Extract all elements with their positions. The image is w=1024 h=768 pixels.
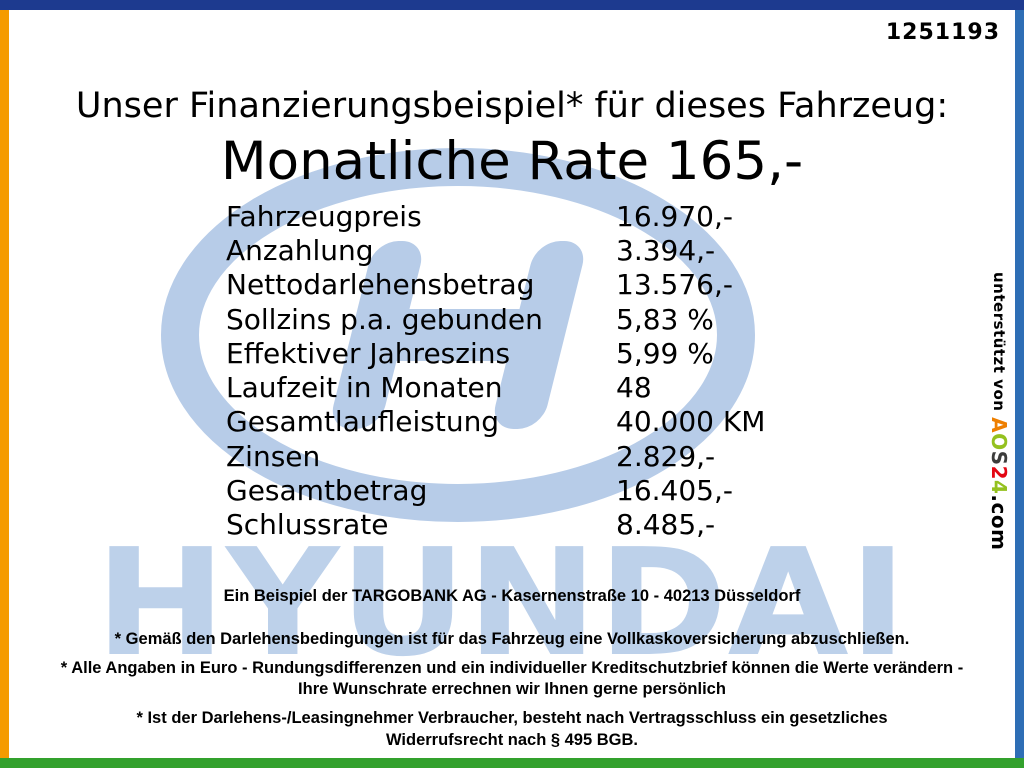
financing-row: Gesamtlaufleistung 40.000 KM: [226, 405, 765, 439]
financing-row-label: Anzahlung: [226, 233, 374, 267]
aos24-letter: 2: [987, 465, 1011, 480]
financing-row-label: Laufzeit in Monaten: [226, 371, 503, 405]
frame-border-right: [1015, 10, 1024, 758]
footnote-rounding: * Alle Angaben in Euro - Rundungsdiffere…: [60, 658, 964, 699]
financing-row: Nettodarlehensbetrag 13.576,-: [226, 268, 765, 302]
frame-border-bottom: [0, 758, 1024, 768]
page-title: Unser Finanzierungsbeispiel* für dieses …: [75, 86, 949, 126]
financing-row-label: Gesamtlaufleistung: [226, 405, 500, 439]
monthly-rate-headline: Monatliche Rate 165,-: [220, 131, 804, 192]
financing-row-value: 3.394,-: [616, 233, 716, 267]
financing-row-label: Fahrzeugpreis: [226, 199, 422, 233]
footnote-insurance: * Gemäß den Darlehensbedingungen ist für…: [114, 629, 910, 648]
financing-row: Zinsen 2.829,-: [226, 439, 765, 473]
financing-row-value: 5,83 %: [616, 302, 714, 336]
bank-example-line: Ein Beispiel der TARGOBANK AG - Kasernen…: [223, 587, 801, 605]
frame-border-top: [0, 0, 1024, 10]
financing-row-label: Nettodarlehensbetrag: [226, 268, 535, 302]
financing-row: Laufzeit in Monaten 48: [226, 370, 765, 404]
financing-row: Schlussrate 8.485,-: [226, 508, 765, 542]
supported-by-sidebar: unterstützt von AOS24.com: [987, 272, 1011, 550]
financing-row-value: 13.576,-: [616, 268, 733, 302]
financing-row-value: 40.000 KM: [616, 405, 766, 439]
financing-row-value: 2.829,-: [616, 439, 716, 473]
financing-row-value: 16.405,-: [616, 474, 733, 508]
financing-row: Gesamtbetrag 16.405,-: [226, 473, 765, 507]
aos24-domain-suffix: .com: [987, 494, 1011, 551]
aos24-letter: A: [987, 417, 1011, 434]
financing-row-label: Sollzins p.a. gebunden: [226, 302, 543, 336]
financing-row-label: Gesamtbetrag: [226, 474, 428, 508]
footnote-withdrawal: * Ist der Darlehens-/Leasingnehmer Verbr…: [136, 709, 888, 749]
financing-row: Anzahlung 3.394,-: [226, 233, 765, 267]
supported-by-label: unterstützt von: [990, 272, 1008, 418]
financing-row-label: Zinsen: [226, 439, 321, 473]
offer-id-number: 1251193: [885, 20, 1000, 45]
aos24-logo-text: AOS24: [987, 417, 1011, 494]
financing-row: Effektiver Jahreszins 5,99 %: [226, 336, 765, 370]
financing-row-value: 8.485,-: [616, 508, 716, 542]
footer: Ein Beispiel der TARGOBANK AG - Kasernen…: [30, 586, 994, 759]
financing-row: Fahrzeugpreis 16.970,-: [226, 199, 765, 233]
aos24-letter: O: [987, 433, 1011, 451]
financing-row-value: 48: [616, 371, 652, 405]
aos24-letter: S: [987, 450, 1011, 466]
financing-row-label: Schlussrate: [226, 508, 389, 542]
aos24-letter: 4: [987, 479, 1011, 495]
financing-table: Fahrzeugpreis 16.970,- Anzahlung 3.394,-…: [226, 199, 765, 542]
financing-row-label: Effektiver Jahreszins: [226, 336, 511, 370]
financing-row: Sollzins p.a. gebunden 5,83 %: [226, 302, 765, 336]
financing-row-value: 16.970,-: [616, 199, 733, 233]
frame-border-left: [0, 10, 9, 758]
financing-row-value: 5,99 %: [616, 336, 714, 370]
